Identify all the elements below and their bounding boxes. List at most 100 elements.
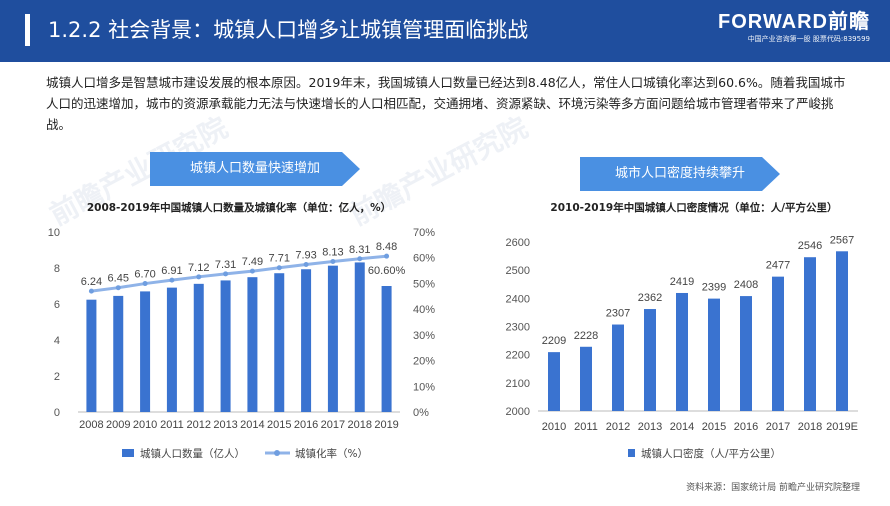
- ribbon-right-shape: [580, 157, 780, 191]
- chart-title: 2008-2019年中国城镇人口数量及城镇化率（单位：亿人，%）: [87, 201, 391, 214]
- bar-population: [354, 262, 365, 412]
- y-tick-label: 2200: [506, 350, 530, 362]
- bar-value-label: 7.93: [295, 250, 316, 262]
- y-tick-label: 2400: [506, 293, 530, 305]
- brand-block: FORWARD前瞻 中国产业咨询第一股 股票代码:839599: [718, 10, 870, 44]
- bar-density: [612, 324, 624, 411]
- bar-value-label: 7.31: [215, 259, 236, 271]
- legend-swatch-bar: [122, 449, 134, 457]
- bar-value-label: 7.49: [242, 256, 263, 268]
- x-tick-label: 2016: [734, 421, 758, 433]
- legend-label-bar: 城镇人口数量（亿人）: [140, 447, 245, 460]
- line-point: [88, 288, 94, 294]
- line-point: [303, 262, 309, 268]
- bar-population: [113, 295, 124, 412]
- x-tick-label: 2012: [187, 419, 211, 431]
- bar-population: [301, 269, 312, 412]
- y-right-tick: 60%: [413, 253, 435, 265]
- x-tick-label: 2019: [374, 419, 398, 431]
- bar-population: [327, 265, 338, 412]
- bar-value-label: 2209: [542, 335, 566, 347]
- x-tick-label: 2011: [574, 421, 598, 433]
- y-right-tick: 40%: [413, 304, 435, 316]
- bar-value-label: 2362: [638, 292, 662, 304]
- bar-value-label: 2477: [766, 260, 790, 272]
- x-tick-label: 2017: [321, 419, 345, 431]
- bar-population: [381, 286, 392, 412]
- x-tick-label: 2013: [638, 421, 662, 433]
- x-tick-label: 2011: [160, 419, 184, 431]
- line-point: [142, 281, 148, 287]
- x-tick-label: 2015: [267, 419, 291, 431]
- bar-population: [140, 291, 151, 412]
- y-right-tick: 30%: [413, 330, 435, 342]
- header-bar: 1.2.2 社会背景：城镇人口增多让城镇管理面临挑战 FORWARD前瞻 中国产…: [0, 0, 890, 62]
- legend-swatch-bar: [628, 449, 635, 457]
- x-tick-label: 2009: [106, 419, 130, 431]
- bar-density: [804, 257, 816, 411]
- bar-density: [740, 296, 752, 411]
- y-tick-label: 2500: [506, 265, 530, 277]
- y-tick-label: 2600: [506, 237, 530, 249]
- bar-density: [548, 352, 560, 411]
- x-tick-label: 2013: [213, 419, 237, 431]
- x-tick-label: 2016: [294, 419, 318, 431]
- ribbon-left: 城镇人口数量快速增加: [150, 152, 360, 186]
- line-point: [357, 256, 363, 262]
- line-point: [115, 285, 121, 291]
- y-right-tick: 50%: [413, 278, 435, 290]
- y-left-tick: 0: [54, 407, 60, 419]
- bar-value-label: 2228: [574, 330, 598, 342]
- bar-population: [193, 283, 204, 412]
- bar-density: [580, 346, 592, 411]
- bar-value-label: 6.70: [134, 269, 155, 281]
- source-note: 资料来源：国家统计局 前瞻产业研究院整理: [686, 483, 860, 493]
- ribbon-right: 城市人口密度持续攀升: [580, 157, 780, 191]
- y-tick-label: 2000: [506, 406, 530, 418]
- bar-population: [274, 273, 285, 412]
- bar-population: [166, 287, 177, 412]
- x-tick-label: 2019E: [826, 421, 858, 433]
- y-left-tick: 4: [54, 335, 60, 347]
- ribbon-left-shape: [150, 152, 360, 186]
- brand-logo: FORWARD前瞻: [718, 11, 870, 33]
- bar-density: [676, 292, 688, 411]
- bar-value-label: 6.24: [81, 276, 102, 288]
- line-point: [223, 271, 229, 277]
- bar-value-label: 2419: [670, 276, 694, 288]
- x-tick-label: 2018: [348, 419, 372, 431]
- bar-density: [836, 251, 848, 411]
- y-right-tick: 0%: [413, 407, 429, 419]
- x-tick-label: 2015: [702, 421, 726, 433]
- chart-title: 2010-2019年中国城镇人口密度情况（单位：人/平方公里）: [550, 201, 837, 214]
- bar-density: [708, 298, 720, 411]
- x-tick-label: 2014: [240, 419, 264, 431]
- page-title: 1.2.2 社会背景：城镇人口增多让城镇管理面临挑战: [48, 18, 529, 42]
- x-tick-label: 2010: [133, 419, 157, 431]
- bar-value-label: 2546: [798, 240, 822, 252]
- y-tick-label: 2100: [506, 378, 530, 390]
- line-urbanization: [91, 254, 387, 293]
- x-tick-label: 2010: [542, 421, 566, 433]
- bar-value-label: 2307: [606, 308, 630, 320]
- bar-value-label: 2399: [702, 282, 726, 294]
- y-right-tick: 10%: [413, 381, 435, 393]
- y-right-tick: 70%: [413, 227, 435, 239]
- legend-label-bar: 城镇人口密度（人/平方公里）: [641, 447, 781, 460]
- line-point: [384, 253, 390, 259]
- y-left-tick: 6: [54, 299, 60, 311]
- bar-density: [644, 309, 656, 411]
- legend-label-line: 城镇化率（%）: [295, 447, 368, 460]
- y-left-tick: 10: [48, 227, 60, 239]
- line-point: [330, 259, 336, 265]
- line-point: [196, 274, 202, 280]
- legend-swatch-point: [274, 450, 280, 456]
- y-right-tick: 20%: [413, 356, 435, 368]
- bar-value-label: 8.31: [349, 244, 370, 256]
- y-left-tick: 2: [54, 371, 60, 383]
- x-tick-label: 2012: [606, 421, 630, 433]
- bar-value-label: 2408: [734, 279, 758, 291]
- bar-value-label: 6.91: [161, 265, 182, 277]
- header-accent-bar: [25, 14, 30, 46]
